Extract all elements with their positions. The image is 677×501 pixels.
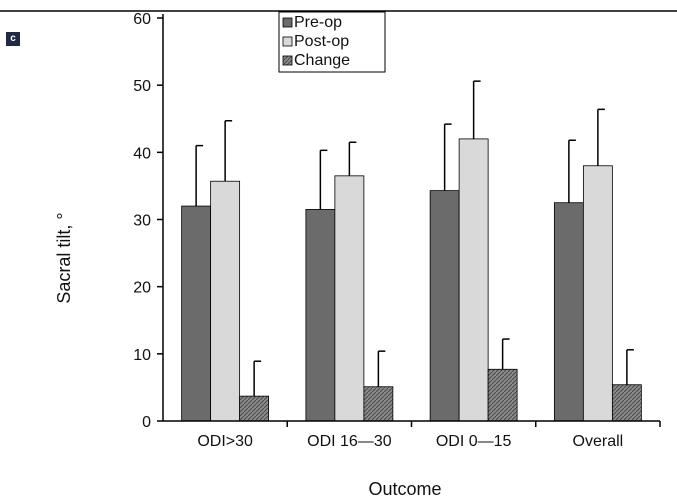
y-tick-label: 60 <box>133 11 151 28</box>
legend-label-pre-op: Pre-op <box>294 14 342 31</box>
y-tick-label: 0 <box>142 414 151 431</box>
x-tick-label: ODI>30 <box>197 433 253 450</box>
bar-post-op-4 <box>582 165 613 422</box>
panel-label: c <box>6 32 20 46</box>
y-axis-label: Sacral tilt, ° <box>54 212 74 303</box>
legend-label-change: Change <box>294 52 350 69</box>
y-tick-label: 30 <box>133 213 151 230</box>
x-axis-label: Outcome <box>368 479 441 499</box>
legend-box <box>278 11 386 73</box>
bars-layer <box>181 80 642 422</box>
x-tick-label: ODI 16—30 <box>307 433 392 450</box>
bar-change-3 <box>487 368 518 422</box>
bar-change-4 <box>611 384 642 422</box>
legend-swatch-post-op <box>282 36 293 47</box>
y-tick-label: 20 <box>133 280 151 297</box>
bar-post-op-3 <box>458 138 489 422</box>
axes-layer: ODI>30 ODI 16—30 ODI 0—15 Overall 0 10 20 30 40 5… <box>133 11 661 450</box>
bar-change-2 <box>363 386 394 422</box>
bar-pre-op-3 <box>429 190 460 422</box>
bar-pre-op-1 <box>181 205 212 422</box>
legend-label-post-op: Post-op <box>294 33 349 50</box>
bar-pre-op-2 <box>305 209 336 422</box>
y-tick-label: 10 <box>133 347 151 364</box>
legend-swatch-change <box>282 55 293 66</box>
x-tick-label: Overall <box>573 433 624 450</box>
bar-pre-op-4 <box>553 202 584 422</box>
bar-post-op-1 <box>210 180 241 422</box>
legend-swatch-pre-op <box>282 17 293 28</box>
bar-change-1 <box>239 395 270 422</box>
legend: Pre-op Post-op Change <box>278 11 386 73</box>
bar-post-op-2 <box>334 175 365 422</box>
y-tick-label: 40 <box>133 145 151 162</box>
x-tick-label: ODI 0—15 <box>436 433 512 450</box>
y-tick-label: 50 <box>133 78 151 95</box>
